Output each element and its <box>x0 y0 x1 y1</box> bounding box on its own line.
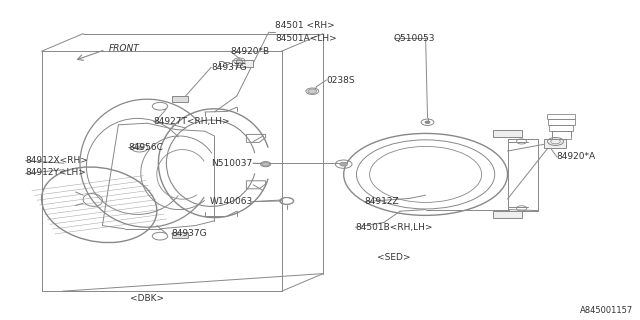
Text: 84956C: 84956C <box>128 143 163 152</box>
Bar <box>232 60 242 65</box>
Circle shape <box>425 121 430 124</box>
Text: 84937G: 84937G <box>211 63 247 72</box>
Text: 84920*A: 84920*A <box>557 152 596 161</box>
Bar <box>493 211 522 218</box>
Bar <box>493 130 522 137</box>
Text: Q510053: Q510053 <box>394 34 435 43</box>
Circle shape <box>340 162 348 166</box>
Text: <DBK>: <DBK> <box>130 294 164 303</box>
Bar <box>172 232 188 238</box>
Text: 84920*B: 84920*B <box>230 47 269 56</box>
Text: N510037: N510037 <box>212 159 253 168</box>
Text: 84912X<RH>: 84912X<RH> <box>26 156 88 164</box>
Text: <SED>: <SED> <box>377 253 410 262</box>
Text: 84912Z: 84912Z <box>365 197 399 206</box>
Bar <box>548 119 575 125</box>
Circle shape <box>136 146 143 150</box>
Text: 84501B<RH,LH>: 84501B<RH,LH> <box>355 223 433 232</box>
Bar <box>547 114 575 119</box>
Text: 84501A<LH>: 84501A<LH> <box>275 34 337 43</box>
Circle shape <box>308 89 317 93</box>
Text: 84501 <RH>: 84501 <RH> <box>275 21 335 30</box>
Text: 0238S: 0238S <box>326 76 355 84</box>
Bar <box>549 125 573 131</box>
Bar <box>544 139 566 148</box>
Bar <box>552 131 571 139</box>
Text: A845001157: A845001157 <box>580 306 634 315</box>
Bar <box>236 60 253 67</box>
Circle shape <box>262 162 269 166</box>
Text: 84927T<RH,LH>: 84927T<RH,LH> <box>154 117 230 126</box>
Text: 84912Y<LH>: 84912Y<LH> <box>26 168 86 177</box>
Text: W140063: W140063 <box>209 197 253 206</box>
Text: FRONT: FRONT <box>109 44 140 53</box>
Bar <box>172 96 188 102</box>
Text: 84937G: 84937G <box>172 229 207 238</box>
